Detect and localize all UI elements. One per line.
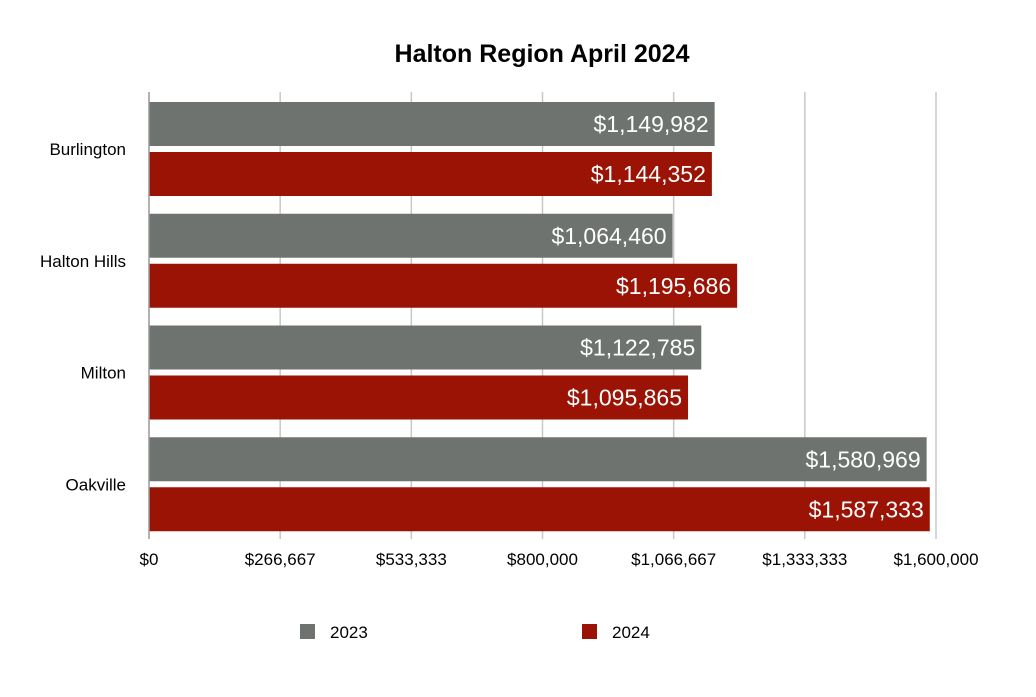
legend-swatch-2023	[300, 624, 315, 639]
bar-value-label: $1,587,333	[809, 496, 924, 522]
bar-value-label: $1,144,352	[591, 161, 706, 187]
bar-value-label: $1,195,686	[616, 273, 731, 299]
bar-2024-burlington	[149, 152, 712, 196]
bar-2023-burlington	[149, 102, 715, 146]
legend-swatch-2024	[582, 624, 597, 639]
category-label: Milton	[81, 364, 126, 383]
x-tick-label: $1,600,000	[893, 550, 978, 569]
bar-value-label: $1,580,969	[806, 446, 921, 472]
bar-value-label: $1,122,785	[580, 335, 695, 361]
category-label: Halton Hills	[40, 252, 126, 271]
bar-2024-oakville	[149, 487, 930, 532]
x-tick-label: $800,000	[507, 550, 578, 569]
bar-2023-milton	[149, 325, 702, 370]
legend-label-2023: 2023	[330, 623, 368, 642]
bars: $1,149,982 $1,144,352 $1,064,460 $1,195,686…	[149, 102, 930, 532]
x-tick-label: $533,333	[376, 550, 447, 569]
bar-value-label: $1,095,865	[567, 385, 682, 411]
bar-value-label: $1,064,460	[551, 223, 666, 249]
chart-title: Halton Region April 2024	[395, 40, 690, 68]
category-label: Oakville	[66, 475, 126, 494]
axes: $0 $266,667 $533,333 $800,000 $1,066,667 $1,3…	[40, 92, 979, 569]
x-tick-label: $0	[140, 550, 159, 569]
bar-2024-milton	[149, 375, 689, 420]
bar-2023-halton-hills	[149, 213, 673, 258]
bar-2024-halton-hills	[149, 263, 738, 308]
x-tick-label: $266,667	[245, 550, 316, 569]
legend-label-2024: 2024	[612, 623, 650, 642]
bar-2023-oakville	[149, 437, 927, 482]
x-tick-label: $1,066,667	[631, 550, 716, 569]
legend: 2023 2024	[300, 623, 650, 642]
x-tick-label: $1,333,333	[762, 550, 847, 569]
bar-value-label: $1,149,982	[594, 111, 709, 137]
category-label: Burlington	[49, 140, 126, 159]
